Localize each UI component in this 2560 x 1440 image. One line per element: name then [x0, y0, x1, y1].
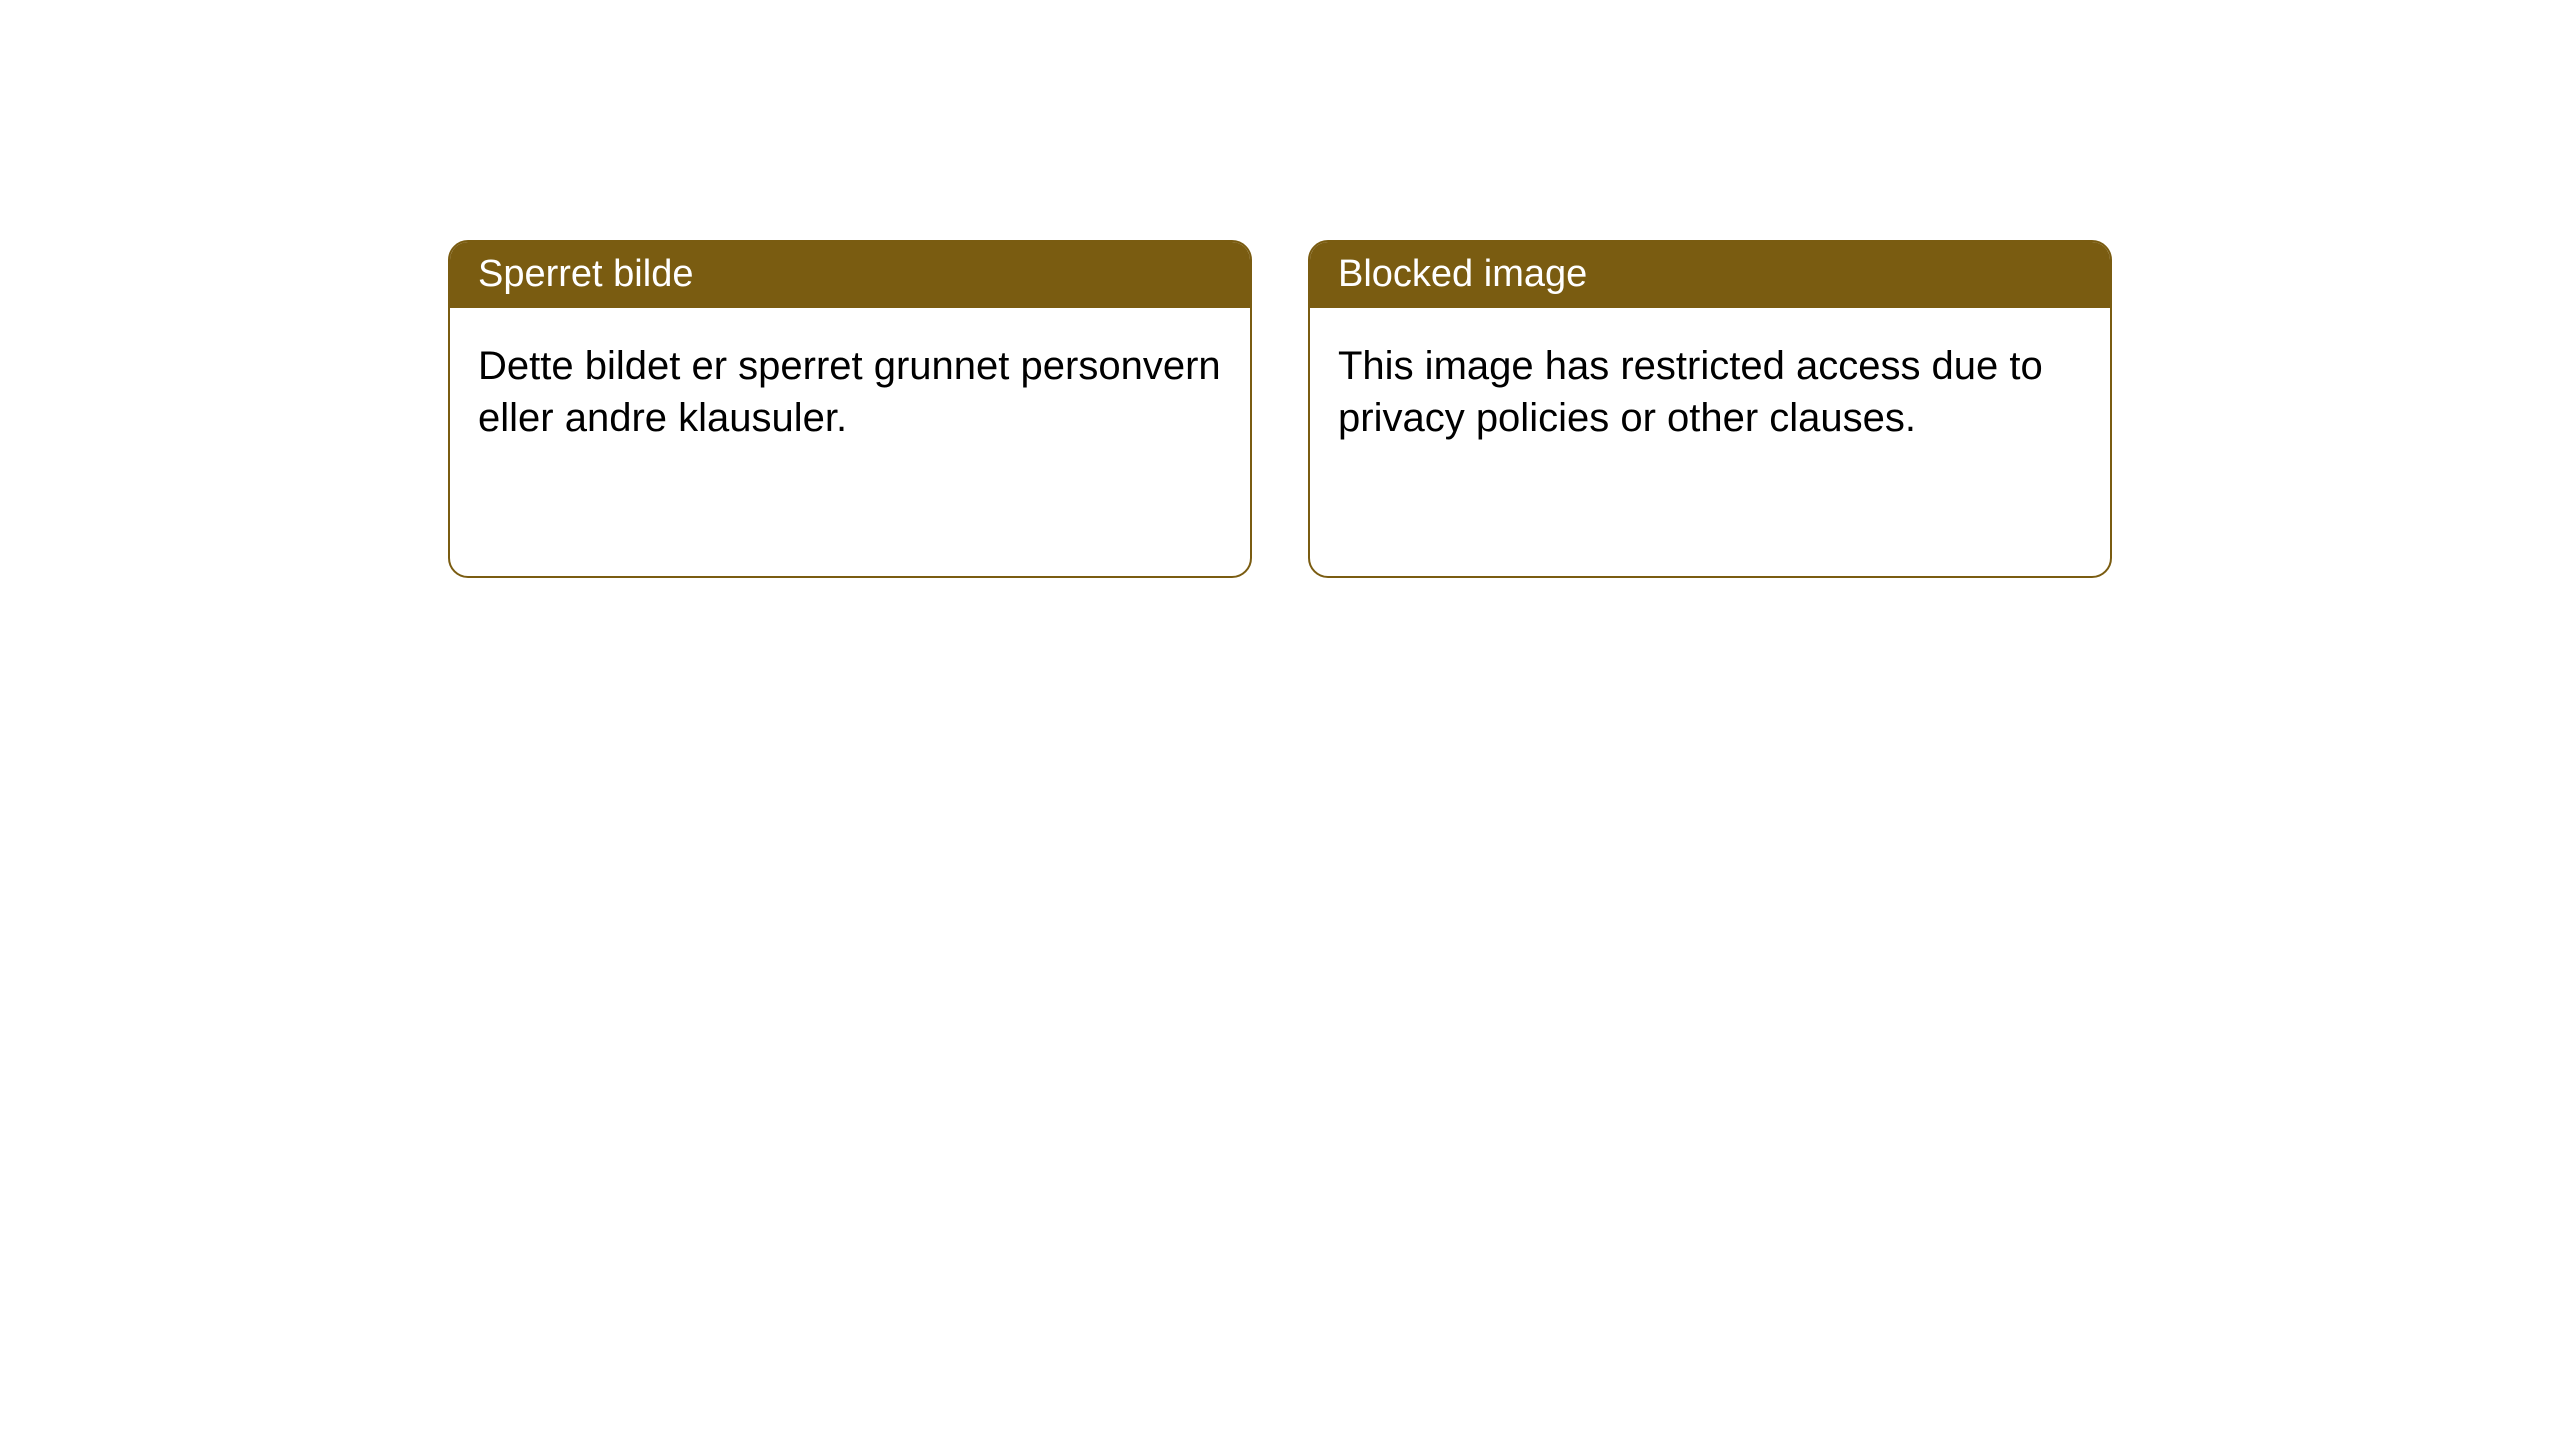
- notice-header-norwegian: Sperret bilde: [450, 242, 1250, 308]
- notice-body-english: This image has restricted access due to …: [1310, 308, 2110, 476]
- notice-header-english: Blocked image: [1310, 242, 2110, 308]
- notice-body-norwegian: Dette bildet er sperret grunnet personve…: [450, 308, 1250, 476]
- notice-card-english: Blocked image This image has restricted …: [1308, 240, 2112, 578]
- notice-card-norwegian: Sperret bilde Dette bildet er sperret gr…: [448, 240, 1252, 578]
- notice-cards-container: Sperret bilde Dette bildet er sperret gr…: [0, 0, 2560, 578]
